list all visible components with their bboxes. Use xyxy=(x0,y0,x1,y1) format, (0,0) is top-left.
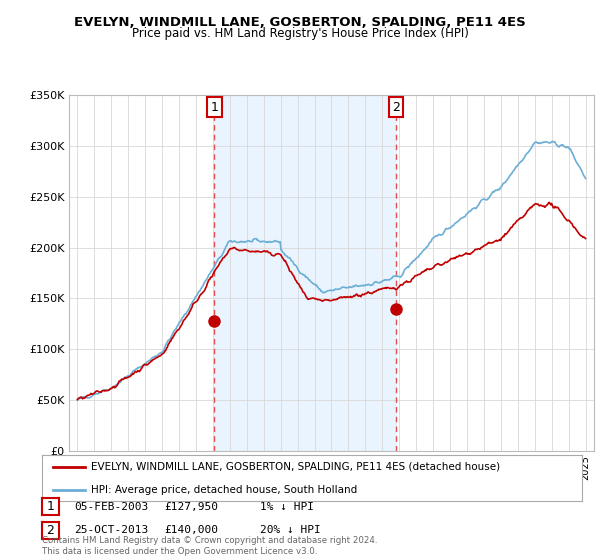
Text: 20% ↓ HPI: 20% ↓ HPI xyxy=(260,525,320,535)
Text: 2: 2 xyxy=(46,524,55,537)
Text: 2: 2 xyxy=(392,101,400,114)
Text: EVELYN, WINDMILL LANE, GOSBERTON, SPALDING, PE11 4ES: EVELYN, WINDMILL LANE, GOSBERTON, SPALDI… xyxy=(74,16,526,29)
Bar xyxy=(214,95,396,451)
Text: £127,950: £127,950 xyxy=(164,502,218,512)
Text: 1% ↓ HPI: 1% ↓ HPI xyxy=(260,502,314,512)
Text: Price paid vs. HM Land Registry's House Price Index (HPI): Price paid vs. HM Land Registry's House … xyxy=(131,27,469,40)
Text: 25-OCT-2013: 25-OCT-2013 xyxy=(74,525,148,535)
Text: £140,000: £140,000 xyxy=(164,525,218,535)
Text: HPI: Average price, detached house, South Holland: HPI: Average price, detached house, Sout… xyxy=(91,485,357,494)
Text: EVELYN, WINDMILL LANE, GOSBERTON, SPALDING, PE11 4ES (detached house): EVELYN, WINDMILL LANE, GOSBERTON, SPALDI… xyxy=(91,462,500,472)
Text: Contains HM Land Registry data © Crown copyright and database right 2024.
This d: Contains HM Land Registry data © Crown c… xyxy=(42,536,377,556)
Text: 1: 1 xyxy=(211,101,218,114)
Text: 05-FEB-2003: 05-FEB-2003 xyxy=(74,502,148,512)
Text: 1: 1 xyxy=(46,500,55,514)
